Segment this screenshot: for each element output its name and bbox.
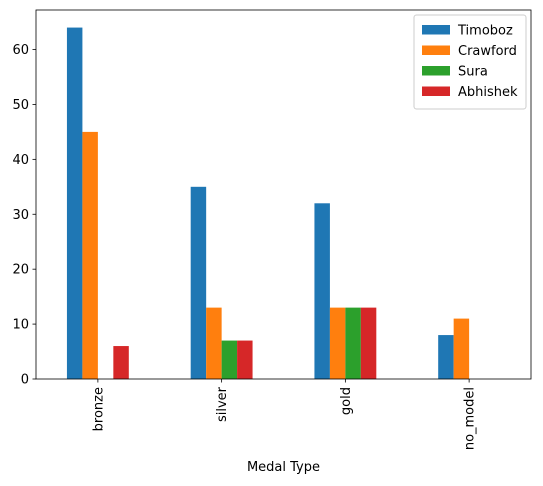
legend-swatch-sura bbox=[422, 66, 450, 76]
y-tick-label: 40 bbox=[12, 153, 29, 168]
legend-frame bbox=[413, 14, 527, 110]
bar-timoboz-bronze bbox=[66, 27, 83, 379]
y-tick-label: 0 bbox=[21, 373, 29, 388]
x-tick-label-gold: gold bbox=[339, 387, 354, 415]
bar-crawford-silver bbox=[206, 307, 222, 379]
legend: Timoboz Crawford Sura Abhishek bbox=[413, 14, 527, 110]
y-tick-label: 20 bbox=[12, 263, 29, 278]
legend-label-timoboz: Timoboz bbox=[457, 24, 513, 39]
legend-label-crawford: Crawford bbox=[458, 44, 517, 59]
x-tick-label-no_model: no_model bbox=[463, 387, 478, 450]
x-tick-label-silver: silver bbox=[215, 386, 230, 422]
bar-crawford-bronze bbox=[82, 131, 98, 379]
y-tick-label: 50 bbox=[12, 98, 29, 113]
legend-swatch-crawford bbox=[422, 45, 450, 55]
bar-timoboz-gold bbox=[314, 203, 330, 379]
bar-timoboz-silver bbox=[190, 186, 207, 379]
x-tick-label-bronze: bronze bbox=[91, 387, 106, 431]
legend-swatch-abhishek bbox=[422, 86, 450, 96]
bar-sura-silver bbox=[221, 340, 238, 379]
legend-swatch-timoboz bbox=[422, 25, 450, 35]
x-axis-ticks: bronze silver gold no_model bbox=[91, 379, 478, 450]
y-axis-ticks: 0 10 20 30 40 50 60 bbox=[12, 43, 36, 388]
legend-label-sura: Sura bbox=[458, 65, 488, 80]
bar-crawford-gold bbox=[329, 307, 346, 379]
bar-crawford-no_model bbox=[453, 318, 470, 379]
bar-timoboz-no_model bbox=[438, 335, 454, 379]
x-axis-title: Medal Type bbox=[247, 460, 320, 475]
y-tick-label: 60 bbox=[12, 43, 29, 58]
y-tick-label: 30 bbox=[12, 208, 29, 223]
legend-label-abhishek: Abhishek bbox=[458, 85, 518, 100]
bar-abhishek-silver bbox=[237, 340, 253, 379]
bar-sura-gold bbox=[345, 307, 361, 379]
bar-abhishek-gold bbox=[360, 307, 377, 379]
plot-frame bbox=[35, 9, 532, 380]
bar-abhishek-bronze bbox=[113, 346, 129, 379]
bars-layer bbox=[66, 27, 470, 379]
y-tick-label: 10 bbox=[12, 318, 29, 333]
